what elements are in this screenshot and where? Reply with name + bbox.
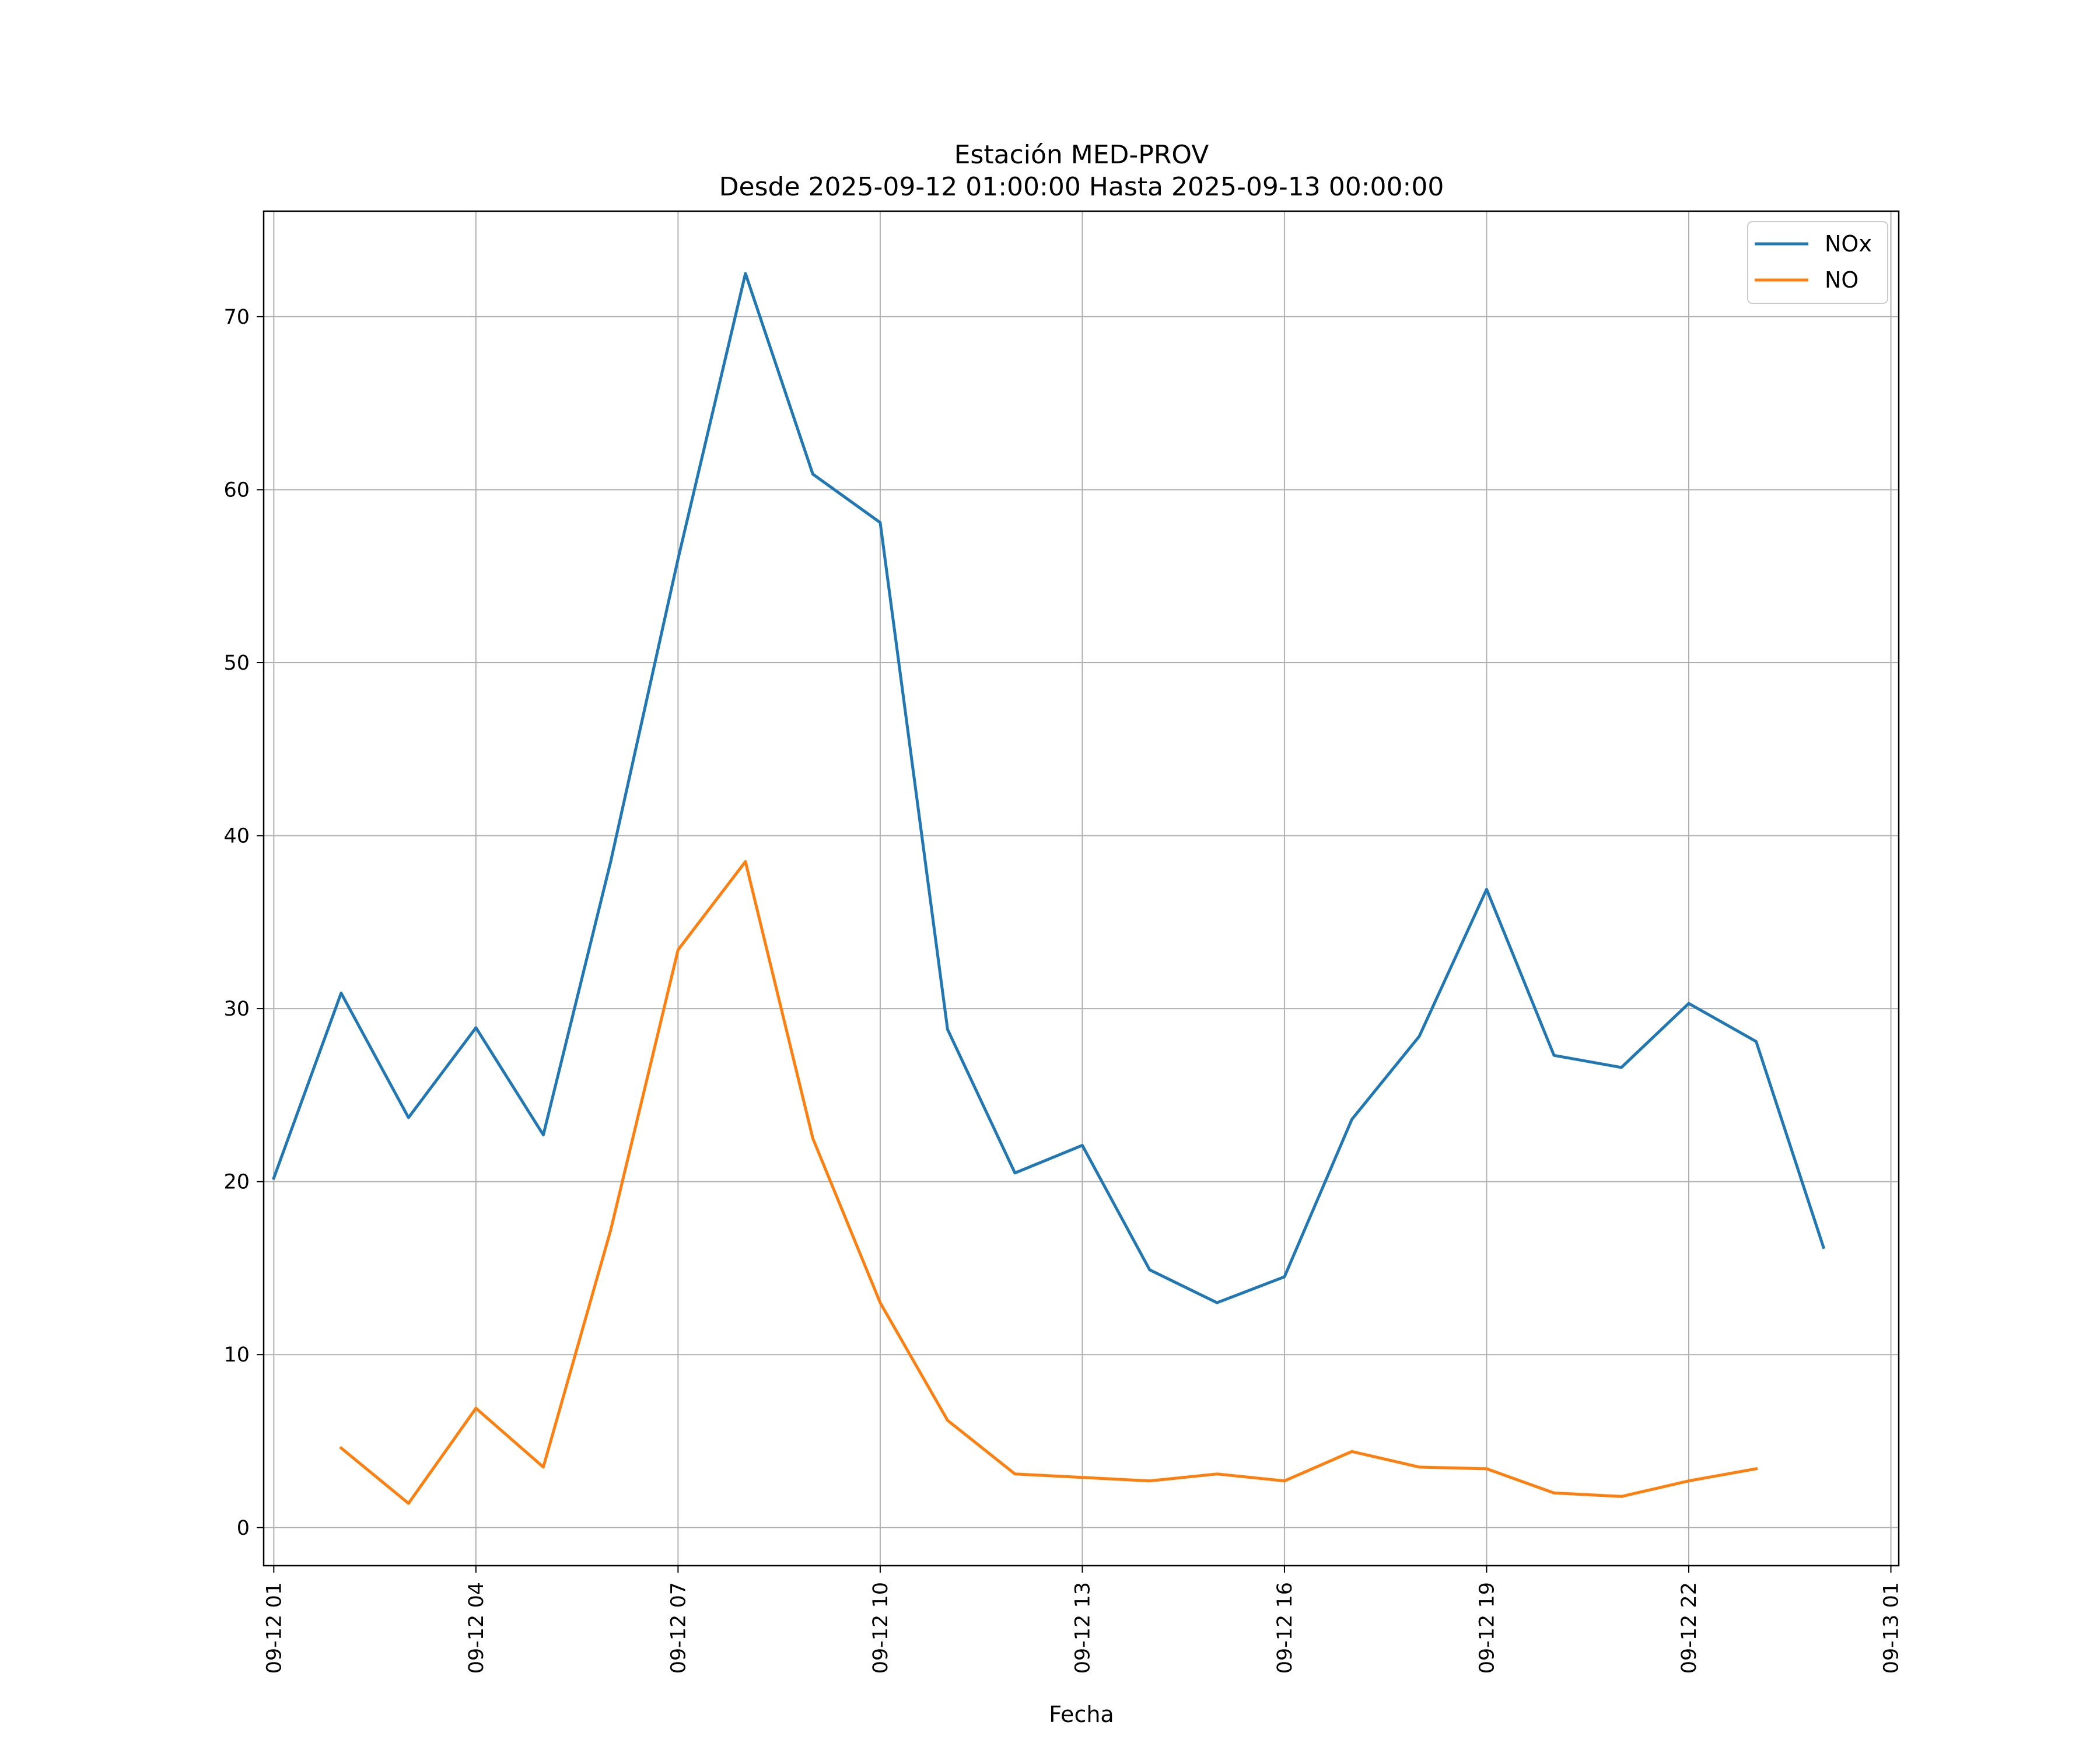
y-axis: 0 10 20 30 40 50 60 70 — [223, 306, 264, 1540]
plot-frame — [262, 210, 1900, 1567]
x-axis: 09-12 01 09-12 04 09-12 07 09-12 10 09-12 13… — [262, 1566, 1903, 1674]
y-tick-label: 10 — [223, 1343, 250, 1367]
y-tick-label: 20 — [223, 1171, 250, 1194]
y-tick-label: 0 — [237, 1517, 250, 1540]
legend-label-no: NO — [1825, 267, 1859, 293]
chart-title: Estación MED-PROV — [954, 140, 1209, 170]
x-tick-label: 09-13 01 — [1880, 1582, 1903, 1674]
x-tick-label: 09-12 01 — [262, 1582, 286, 1674]
y-tick-label: 40 — [223, 825, 250, 848]
x-tick-label: 09-12 19 — [1475, 1582, 1499, 1674]
series-line-no — [339, 860, 1758, 1505]
legend-box — [1747, 221, 1888, 304]
legend: NOx NO — [1747, 221, 1888, 304]
series-line-nox — [272, 272, 1826, 1304]
x-tick-label: 09-12 04 — [465, 1582, 488, 1674]
series-group — [272, 272, 1826, 1505]
x-tick-label: 09-12 10 — [869, 1582, 892, 1674]
x-tick-label: 09-12 22 — [1678, 1582, 1701, 1674]
y-tick-label: 30 — [223, 998, 250, 1021]
legend-label-nox: NOx — [1825, 231, 1872, 257]
y-tick-label: 60 — [223, 478, 250, 502]
chart-subtitle: Desde 2025-09-12 01:00:00 Hasta 2025-09-… — [719, 172, 1444, 202]
y-tick-label: 50 — [223, 652, 250, 675]
x-tick-label: 09-12 07 — [667, 1582, 690, 1674]
y-tick-label: 70 — [223, 306, 250, 329]
x-axis-label: Fecha — [1049, 1702, 1114, 1727]
x-tick-label: 09-12 13 — [1071, 1582, 1094, 1674]
x-tick-label: 09-12 16 — [1273, 1582, 1297, 1674]
